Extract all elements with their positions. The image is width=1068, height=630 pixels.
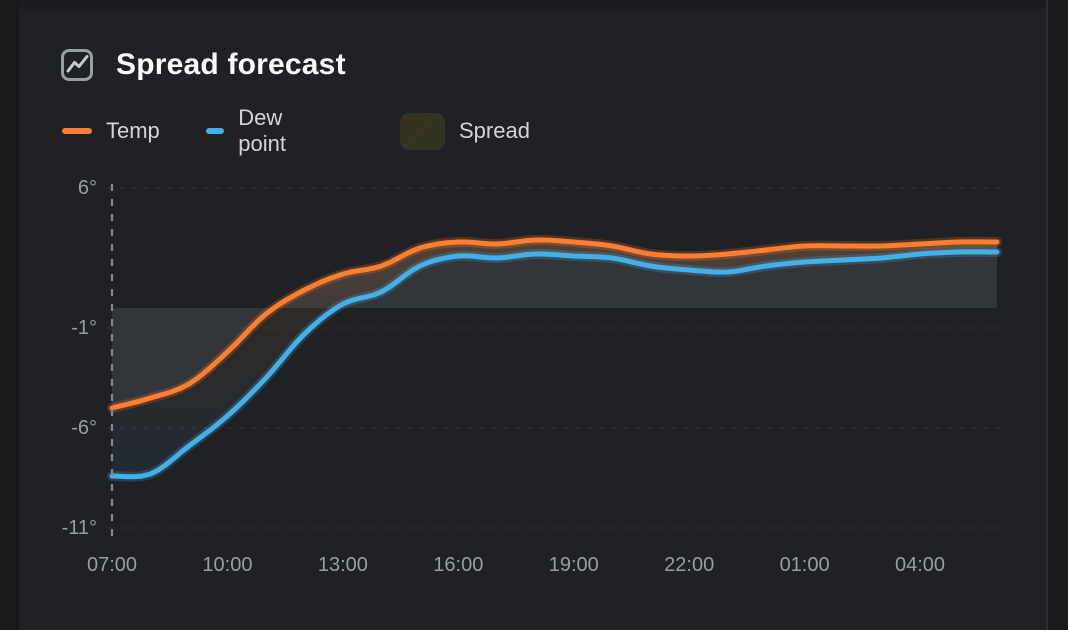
timeseries-chart-icon [61,49,93,81]
x-tick-label: 01:00 [779,554,830,576]
dew-point-line-marker-icon [206,128,225,134]
temp-line-marker-icon [62,128,92,134]
dew-point-line [109,249,1000,480]
panel-title: Spread forecast [116,48,346,81]
x-tick-label: 16:00 [433,554,484,576]
y-tick-label: -6° [71,417,97,439]
panel-header[interactable]: Spread forecast [60,48,346,82]
panel-right-divider [1046,0,1048,630]
legend-label-temp: Temp [106,118,160,143]
legend-item-temp[interactable]: Temp [62,118,160,144]
panel-top-gap [19,0,1046,9]
x-tick-label: 04:00 [895,554,946,576]
legend-label-spread: Spread [459,118,530,143]
y-tick-label: -1° [71,317,97,339]
panel-background [19,9,1046,630]
x-tick-label: 10:00 [202,554,253,576]
spread-area-swatch-icon [400,112,445,150]
y-tick-label: 6° [77,177,97,199]
legend-item-spread[interactable]: Spread [400,112,530,150]
x-tick-label: 07:00 [86,554,138,576]
x-tick-label: 13:00 [317,554,368,576]
temp-line [109,237,1000,411]
legend-item-dew-point[interactable]: Dew point [206,105,298,157]
x-tick-label: 19:00 [548,554,599,576]
x-tick-label: 22:00 [664,554,715,576]
y-tick-label: -11° [61,517,97,539]
spread-fill-area [112,240,997,477]
legend-label-dew-point: Dew point [238,105,286,156]
